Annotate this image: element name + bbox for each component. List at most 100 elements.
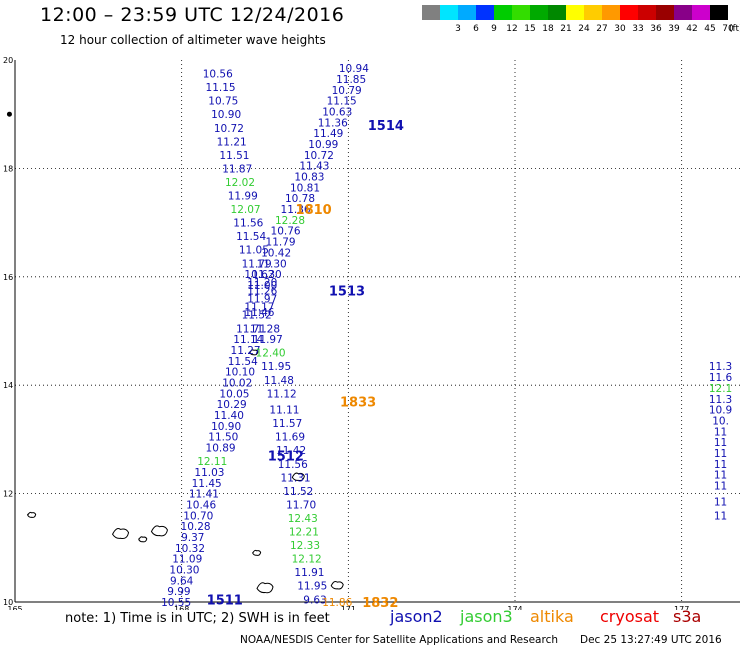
swh-value: 12.11 xyxy=(197,456,227,468)
swh-value: 11.85 xyxy=(336,74,366,86)
lon-tick-label: 174 xyxy=(507,605,522,610)
lat-tick-label: 16 xyxy=(3,273,13,282)
swh-value: 11.17 xyxy=(244,302,274,314)
swh-value: 11.97 xyxy=(247,293,277,305)
swh-value: 12.43 xyxy=(288,513,318,525)
swh-value: 12.07 xyxy=(231,204,261,216)
swh-value: 11 xyxy=(714,437,727,449)
pass-id-label: 1833 xyxy=(340,395,376,410)
swh-value: 11.15 xyxy=(206,82,236,94)
swh-value: 11.79 xyxy=(266,237,296,249)
swh-value: 10.62 xyxy=(244,269,274,281)
swh-value: 10.90 xyxy=(211,421,241,433)
swh-value: 9.37 xyxy=(181,532,204,544)
swh-value: 10.63 xyxy=(322,106,352,118)
swh-value: 11.54 xyxy=(236,231,266,243)
swh-value: 11.49 xyxy=(313,128,343,140)
swh-value: 11.41 xyxy=(189,489,219,501)
swh-value: 11.48 xyxy=(264,375,294,387)
color-bin xyxy=(710,5,728,20)
swh-value: 10.72 xyxy=(304,150,334,162)
swh-value: 11 xyxy=(714,480,727,492)
swh-value: 11.42 xyxy=(276,445,306,457)
swh-value: 11 xyxy=(714,510,727,522)
swh-value: 11.36 xyxy=(318,117,348,129)
swh-value: 11.3 xyxy=(709,361,732,373)
legend-jason3: jason3 xyxy=(460,607,513,626)
lat-tick-label: 12 xyxy=(3,490,13,499)
swh-value: 11.36 xyxy=(281,204,311,216)
swh-value: 10. xyxy=(712,415,729,427)
swh-value: 11 xyxy=(714,497,727,509)
swh-value: 12.1 xyxy=(709,383,732,395)
swh-value: 11.31 xyxy=(281,472,311,484)
swh-value: 11.3 xyxy=(709,394,732,406)
swh-value: 11.00 xyxy=(247,280,277,292)
island-south-c xyxy=(252,549,262,556)
island-south-b xyxy=(256,582,274,594)
swh-value: 11.28 xyxy=(250,323,280,335)
swh-value: 11.95 xyxy=(261,361,291,373)
swh-value: 11.27 xyxy=(231,345,261,357)
color-bin xyxy=(638,5,656,20)
swh-value: 10.83 xyxy=(294,172,324,184)
wave-height-map: 165 168 171 174 17710121416182010.9411.8510.… xyxy=(3,56,740,610)
color-bin xyxy=(440,5,458,20)
lon-tick-label: 177 xyxy=(674,605,689,610)
color-bin-label: 21 xyxy=(560,24,571,34)
color-bin-label: 9 xyxy=(491,24,497,34)
pass-id-label: 1514 xyxy=(368,119,404,134)
swh-value: 11.15 xyxy=(327,96,357,108)
swh-value: 11.45 xyxy=(192,478,222,490)
swh-value: 12.28 xyxy=(275,215,305,227)
swh-value: 11.71 xyxy=(236,323,266,335)
swh-value: 10.75 xyxy=(208,96,238,108)
color-bin-label: 12 xyxy=(506,24,517,34)
swh-value: 10.55 xyxy=(161,597,191,609)
color-bin-label: 30 xyxy=(614,24,626,34)
swh-value: 10.32 xyxy=(175,543,205,555)
credit-line: NOAA/NESDIS Center for Satellite Applica… xyxy=(240,634,558,646)
color-bin xyxy=(584,5,602,20)
swh-value: 11.03 xyxy=(194,467,224,479)
pass-id-label: 1512 xyxy=(268,450,304,465)
swh-value: 11.26 xyxy=(247,285,277,297)
color-bin xyxy=(458,5,476,20)
swh-value: 10.81 xyxy=(290,182,320,194)
swh-value: 11.70 xyxy=(286,499,316,511)
swh-value: 11 xyxy=(714,459,727,471)
swh-value: 10.05 xyxy=(219,388,249,400)
color-bin xyxy=(494,5,512,20)
swh-value: 11.21 xyxy=(217,136,247,148)
swh-value: 10.28 xyxy=(181,521,211,533)
swh-value: 9.64 xyxy=(170,575,194,587)
swh-value: 11.6 xyxy=(709,372,733,384)
swh-value: 10.29 xyxy=(217,399,247,411)
swh-value: 9.99 xyxy=(167,586,190,598)
color-bin xyxy=(656,5,674,20)
lat-tick-label: 18 xyxy=(3,164,13,173)
island-kwajalein xyxy=(150,525,168,537)
color-bin xyxy=(512,5,530,20)
swh-value: 10.89 xyxy=(206,443,236,455)
swh-value: 10.90 xyxy=(211,109,241,121)
footnote: note: 1) Time is in UTC; 2) SWH is in fe… xyxy=(65,611,330,626)
swh-value: 12.21 xyxy=(289,527,319,539)
legend-cryosat: cryosat xyxy=(600,607,660,626)
color-bin-label: 18 xyxy=(542,24,554,34)
swh-value: 10.02 xyxy=(222,377,252,389)
swh-value: 11.52 xyxy=(283,486,313,498)
swh-value: 10.70 xyxy=(183,510,213,522)
island-bikini xyxy=(27,511,37,518)
island-ailinglaplap xyxy=(138,536,148,543)
pass-id-label: 1810 xyxy=(296,203,332,218)
color-bin xyxy=(566,5,584,20)
island-enewetak-dot xyxy=(6,111,12,117)
swh-value: 11.56 xyxy=(278,459,308,471)
generated-timestamp: Dec 25 13:27:49 UTC 2016 xyxy=(580,634,722,646)
color-bin-label: 27 xyxy=(596,24,607,34)
map-title: 12:00 – 23:59 UTC 12/24/2016 xyxy=(40,4,345,26)
swh-value: 11.99 xyxy=(228,191,258,203)
swh-value: 10.78 xyxy=(285,193,315,205)
swh-value: 10.99 xyxy=(308,139,338,151)
